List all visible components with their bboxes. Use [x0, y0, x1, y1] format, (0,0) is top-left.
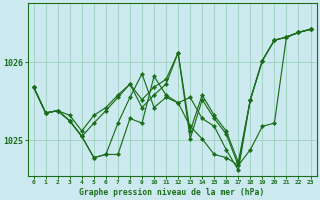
- X-axis label: Graphe pression niveau de la mer (hPa): Graphe pression niveau de la mer (hPa): [79, 188, 265, 197]
